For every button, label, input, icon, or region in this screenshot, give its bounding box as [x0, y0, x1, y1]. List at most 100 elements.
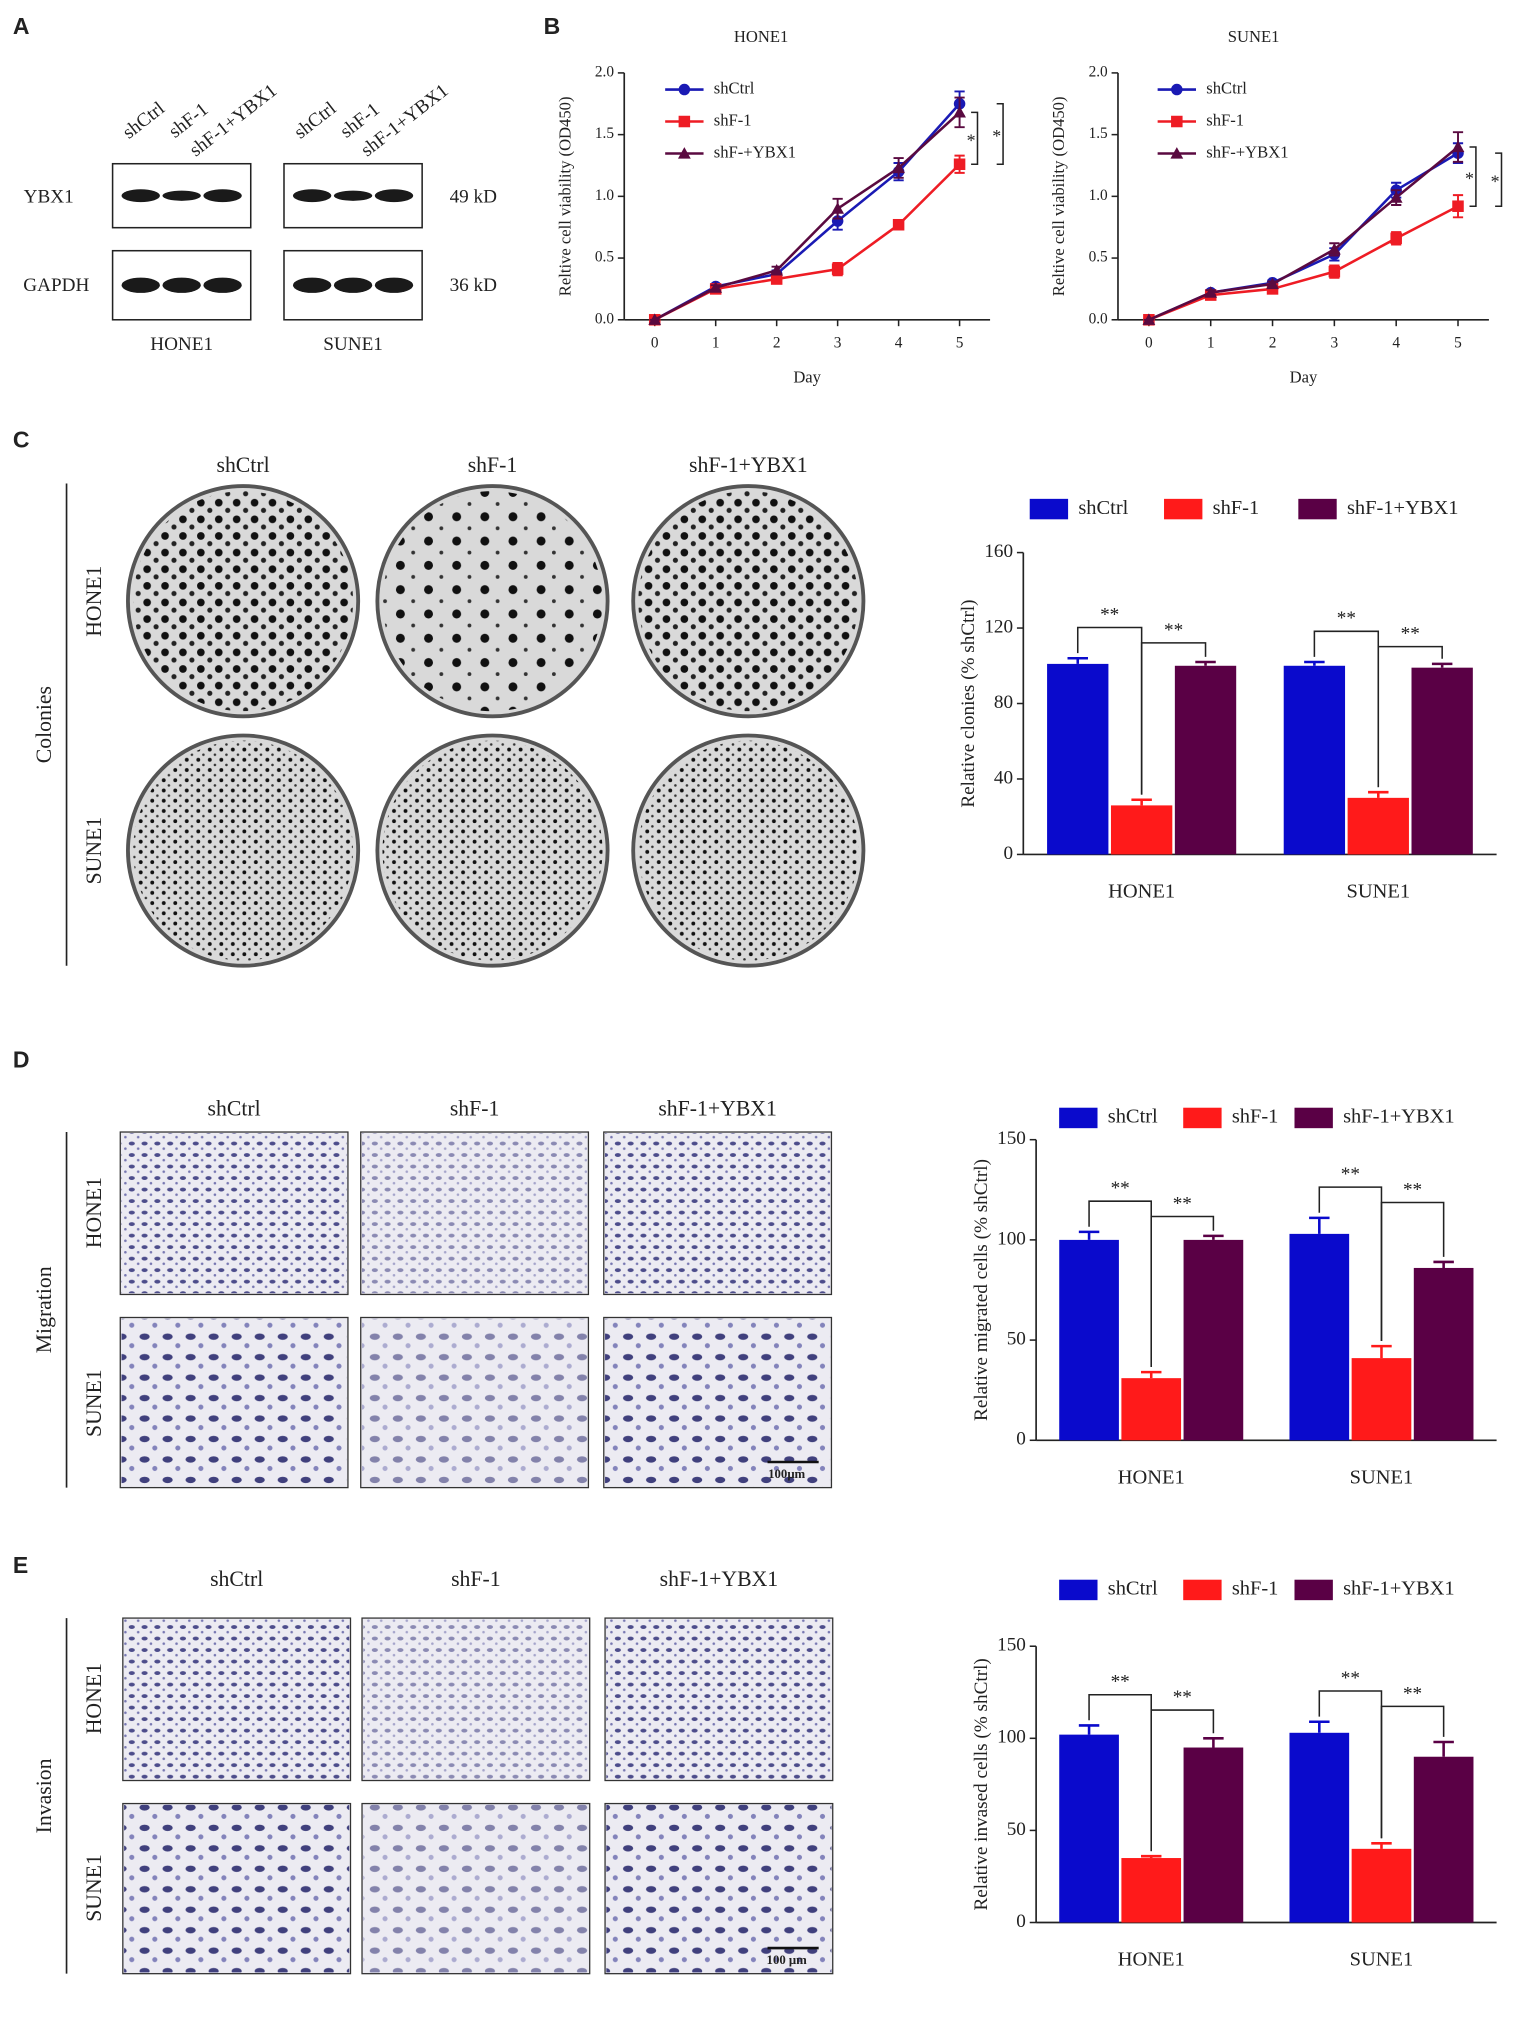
y-tick-label: 100: [997, 1727, 1026, 1748]
legend-label: shF-+YBX1: [714, 142, 796, 161]
significance-label: *: [1491, 172, 1500, 192]
error-bar: [1371, 1842, 1392, 1849]
bar: [1283, 665, 1346, 855]
cells: [605, 1318, 831, 1487]
significance-label: **: [1173, 1687, 1192, 1708]
error-bar: [1433, 1260, 1454, 1268]
panel-label: A: [13, 13, 30, 39]
x-tick-label: 4: [895, 335, 903, 352]
cell-line-label: HONE1: [150, 334, 213, 355]
cells: [606, 1804, 832, 1973]
band: [203, 277, 242, 293]
error-bar: [1371, 1344, 1392, 1359]
marker: [770, 273, 783, 285]
legend-label: shF-1+YBX1: [1343, 1106, 1455, 1128]
row-label: HONE1: [82, 1177, 106, 1248]
colonies: [638, 491, 859, 712]
band: [162, 190, 201, 201]
band: [121, 277, 160, 293]
marker: [953, 158, 966, 171]
marker: [1389, 191, 1403, 203]
x-tick-label: 5: [956, 335, 964, 352]
side-label: Migration: [32, 1266, 56, 1353]
significance-label: *: [1465, 169, 1474, 189]
panel-label: B: [544, 13, 561, 39]
significance-bracket: [971, 111, 979, 166]
bar: [1110, 805, 1173, 855]
legend-swatch: [1294, 1579, 1333, 1601]
x-tick-label: 3: [1331, 335, 1339, 352]
bar: [1059, 1239, 1119, 1441]
marker: [831, 202, 845, 214]
x-tick-label: 3: [834, 335, 842, 352]
marker: [1452, 200, 1464, 212]
legend-label: shF-1+YBX1: [1343, 1578, 1455, 1600]
y-tick-label: 1.0: [595, 187, 614, 204]
legend-label: shF-+YBX1: [1206, 142, 1288, 161]
colonies: [133, 491, 354, 712]
y-tick-label: 100: [997, 1228, 1026, 1249]
legend-label: shF-1+YBX1: [1347, 497, 1459, 519]
line: [654, 111, 961, 321]
legend-swatch: [1059, 1579, 1098, 1601]
marker: [1204, 286, 1218, 298]
y-tick-label: 160: [984, 541, 1013, 562]
marker: [770, 264, 784, 276]
error-bar: [1433, 1740, 1454, 1757]
error-bar: [1078, 1230, 1100, 1240]
cells: [121, 1318, 347, 1487]
x-tick-label: 0: [651, 335, 659, 352]
significance-bracket: [1380, 1201, 1445, 1341]
significance-bracket: [1380, 1705, 1445, 1839]
line: [1148, 205, 1459, 321]
row-label: HONE1: [82, 1663, 106, 1734]
legend-label: shCtrl: [1108, 1106, 1158, 1128]
y-axis-label: Relative migrated cells (% shCtrl): [971, 1159, 992, 1421]
cell-line-label: SUNE1: [323, 334, 383, 355]
bar: [1183, 1239, 1244, 1441]
x-axis-label: Day: [793, 367, 821, 386]
y-tick-label: 80: [994, 692, 1013, 713]
marker: [678, 115, 691, 128]
line: [1148, 152, 1459, 321]
legend-swatch: [1183, 1579, 1222, 1601]
y-axis-label: Relative invased cells (% shCtrl): [971, 1658, 992, 1910]
y-tick-label: 50: [1007, 1819, 1026, 1840]
error-bar: [1304, 660, 1325, 666]
y-tick-label: 0.0: [1089, 310, 1108, 327]
colonies: [382, 740, 603, 961]
legend-label: shF-1: [1213, 497, 1260, 519]
marker: [1266, 277, 1279, 290]
panel-label: C: [13, 426, 30, 452]
significance-label: **: [1111, 1672, 1130, 1693]
band: [374, 189, 414, 203]
error-bar: [1078, 1724, 1100, 1735]
y-tick-label: 1.5: [1089, 125, 1108, 142]
marker: [1171, 83, 1183, 96]
cells: [124, 1619, 350, 1780]
significance-bracket: [1377, 645, 1443, 788]
x-tick-label: SUNE1: [1350, 1466, 1414, 1488]
significance-label: **: [1100, 604, 1119, 625]
bar: [1047, 663, 1109, 855]
x-tick-label: HONE1: [1118, 1466, 1185, 1488]
x-tick-label: 2: [1269, 335, 1277, 352]
legend-swatch: [1164, 498, 1203, 520]
y-tick-label: 0.5: [1089, 249, 1108, 266]
y-tick-label: 0: [1016, 1429, 1026, 1450]
legend-label: shF-1: [1206, 110, 1244, 129]
x-tick-label: SUNE1: [1346, 881, 1410, 903]
x-tick-label: 2: [773, 335, 781, 352]
band: [121, 189, 160, 203]
error-bar: [1368, 790, 1389, 798]
significance-label: **: [1401, 624, 1420, 645]
y-tick-label: 2.0: [1089, 63, 1108, 80]
column-label: shCtrl: [208, 1096, 261, 1120]
row-label: SUNE1: [82, 1854, 106, 1922]
error-bar: [1131, 798, 1152, 806]
y-tick-label: 0.0: [595, 310, 614, 327]
significance-label: **: [1403, 1179, 1422, 1200]
significance-bracket: [1140, 642, 1207, 795]
